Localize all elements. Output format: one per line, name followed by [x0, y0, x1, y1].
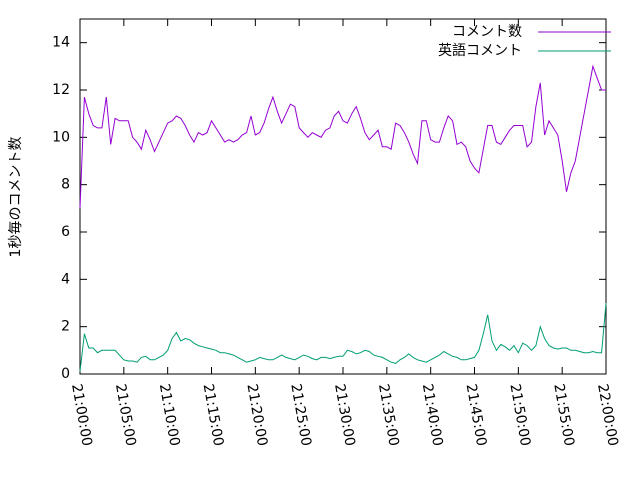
y-tick-label: 0	[61, 366, 70, 382]
legend-label: コメント数	[452, 24, 522, 40]
x-tick-label: 21:00:00	[68, 383, 95, 448]
y-tick-label: 12	[52, 82, 70, 98]
data-line	[79, 302, 607, 372]
y-tick-label: 6	[61, 224, 70, 240]
x-tick-label: 21:15:00	[200, 383, 227, 448]
y-tick-label: 14	[52, 35, 70, 51]
y-tick-label: 4	[61, 271, 70, 287]
x-tick-label: 21:05:00	[112, 383, 139, 448]
y-tick-label: 10	[52, 129, 70, 145]
data-line	[79, 64, 606, 209]
y-tick-label: 8	[61, 177, 70, 193]
x-tick-label: 21:50:00	[506, 383, 533, 448]
x-tick-label: 21:20:00	[243, 383, 270, 448]
y-axis-label: 1秒毎のコメント数	[8, 137, 24, 258]
x-tick-label: 21:55:00	[550, 383, 577, 448]
legend-label: 英語コメント	[438, 42, 522, 59]
x-tick-label: 21:25:00	[287, 383, 314, 448]
x-tick-label: 22:00:00	[594, 383, 621, 448]
x-tick-label: 21:10:00	[156, 383, 183, 448]
plot-border	[79, 18, 607, 375]
x-tick-label: 21:45:00	[463, 383, 490, 448]
x-tick-label: 21:35:00	[375, 383, 402, 448]
x-tick-label: 21:30:00	[331, 383, 358, 448]
x-tick-label: 21:40:00	[419, 383, 446, 448]
y-tick-label: 2	[61, 319, 70, 335]
